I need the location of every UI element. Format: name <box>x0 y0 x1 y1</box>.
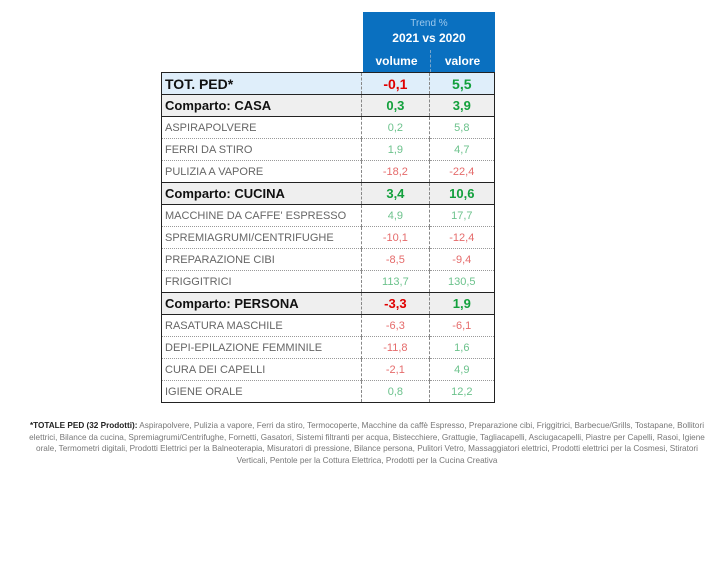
valore-value: 4,7 <box>428 138 496 161</box>
volume-value: 113,7 <box>361 270 430 293</box>
volume-value: -0,1 <box>361 72 430 95</box>
volume-value: 0,3 <box>361 94 430 117</box>
table-row: FERRI DA STIRO 1,9 4,7 <box>160 138 496 161</box>
row-label: Comparto: CUCINA <box>160 182 362 205</box>
valore-value: 10,6 <box>428 182 496 205</box>
period-label: 2021 vs 2020 <box>392 31 466 45</box>
valore-value: -9,4 <box>428 248 496 271</box>
volume-value: 4,9 <box>361 204 430 227</box>
table-row: FRIGGITRICI 113,7 130,5 <box>160 270 496 293</box>
volume-value: -8,5 <box>361 248 430 271</box>
group-row: Comparto: CUCINA 3,4 10,6 <box>160 182 496 205</box>
table-row: RASATURA MASCHILE -6,3 -6,1 <box>160 314 496 337</box>
row-label: IGIENE ORALE <box>160 380 362 403</box>
valore-value: -22,4 <box>428 160 496 183</box>
row-label: RASATURA MASCHILE <box>160 314 362 337</box>
table-row: SPREMIAGRUMI/CENTRIFUGHE -10,1 -12,4 <box>160 226 496 249</box>
trend-table: TOT. PED* -0,1 5,5 Comparto: CASA 0,3 3,9 ASPI… <box>160 72 496 403</box>
table-row: MACCHINE DA CAFFE' ESPRESSO 4,9 17,7 <box>160 204 496 227</box>
volume-value: -3,3 <box>361 292 430 315</box>
table-row: CURA DEI CAPELLI -2,1 4,9 <box>160 358 496 381</box>
row-label: CURA DEI CAPELLI <box>160 358 362 381</box>
trend-header: Trend % 2021 vs 2020 volume valore <box>363 12 495 72</box>
column-header-valore: valore <box>444 54 481 68</box>
table-row: ASPIRAPOLVERE 0,2 5,8 <box>160 116 496 139</box>
row-label: Comparto: PERSONA <box>160 292 362 315</box>
row-label: PREPARAZIONE CIBI <box>160 248 362 271</box>
footnote-text: Aspirapolvere, Pulizia a vapore, Ferri d… <box>29 421 705 465</box>
volume-value: 1,9 <box>361 138 430 161</box>
row-label: ASPIRAPOLVERE <box>160 116 362 139</box>
valore-value: -12,4 <box>428 226 496 249</box>
volume-value: 3,4 <box>361 182 430 205</box>
valore-value: 3,9 <box>428 94 496 117</box>
volume-value: -2,1 <box>361 358 430 381</box>
valore-value: 130,5 <box>428 270 496 293</box>
footnote-title: *TOTALE PED (32 Prodotti): <box>29 421 138 430</box>
valore-value: 12,2 <box>428 380 496 403</box>
column-header-volume: volume <box>375 54 418 68</box>
table-row: PULIZIA A VAPORE -18,2 -22,4 <box>160 160 496 183</box>
row-label: PULIZIA A VAPORE <box>160 160 362 183</box>
table-row: PREPARAZIONE CIBI -8,5 -9,4 <box>160 248 496 271</box>
volume-value: -18,2 <box>361 160 430 183</box>
valore-value: 1,6 <box>428 336 496 359</box>
valore-value: 17,7 <box>428 204 496 227</box>
row-label: FRIGGITRICI <box>160 270 362 293</box>
footnote: *TOTALE PED (32 Prodotti): Aspirapolvere… <box>22 420 712 466</box>
table-row: DEPI-EPILAZIONE FEMMINILE -11,8 1,6 <box>160 336 496 359</box>
table-row: IGIENE ORALE 0,8 12,2 <box>160 380 496 403</box>
volume-value: -10,1 <box>361 226 430 249</box>
row-label: Comparto: CASA <box>160 94 362 117</box>
trend-label: Trend % <box>410 18 448 29</box>
header-divider <box>430 50 432 72</box>
volume-value: -6,3 <box>361 314 430 337</box>
volume-value: 0,2 <box>361 116 430 139</box>
row-label: TOT. PED* <box>160 72 362 95</box>
row-label: FERRI DA STIRO <box>160 138 362 161</box>
row-label: DEPI-EPILAZIONE FEMMINILE <box>160 336 362 359</box>
volume-value: -11,8 <box>361 336 430 359</box>
volume-value: 0,8 <box>361 380 430 403</box>
valore-value: -6,1 <box>428 314 496 337</box>
valore-value: 4,9 <box>428 358 496 381</box>
total-row: TOT. PED* -0,1 5,5 <box>160 72 496 95</box>
valore-value: 5,8 <box>428 116 496 139</box>
group-row: Comparto: CASA 0,3 3,9 <box>160 94 496 117</box>
valore-value: 1,9 <box>428 292 496 315</box>
row-label: MACCHINE DA CAFFE' ESPRESSO <box>160 204 362 227</box>
group-row: Comparto: PERSONA -3,3 1,9 <box>160 292 496 315</box>
valore-value: 5,5 <box>428 72 496 95</box>
row-label: SPREMIAGRUMI/CENTRIFUGHE <box>160 226 362 249</box>
